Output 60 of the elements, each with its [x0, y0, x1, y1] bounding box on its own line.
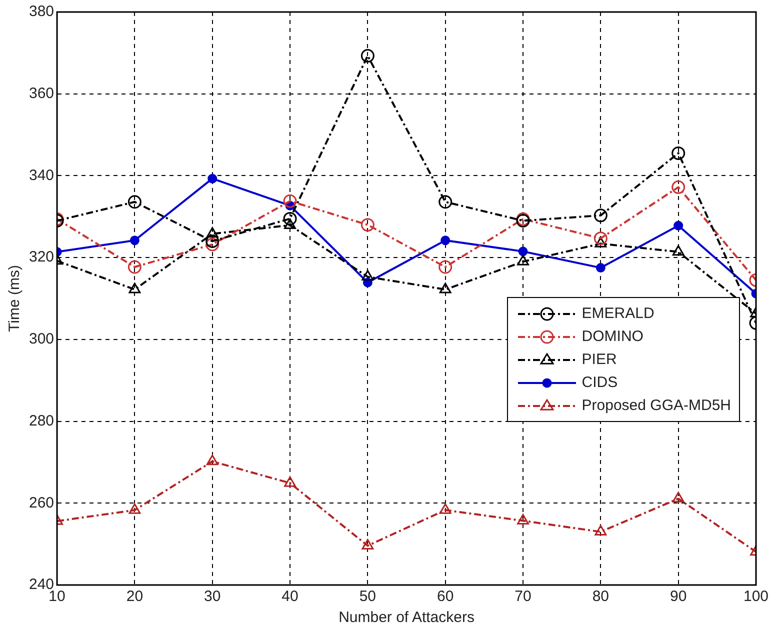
point: [672, 245, 684, 256]
point: [206, 454, 218, 466]
point: [283, 212, 297, 226]
y-tick-label: 280: [28, 412, 54, 430]
x-tick-label: 60: [437, 588, 454, 606]
x-tick-label: 50: [359, 588, 376, 606]
point: [206, 238, 220, 252]
x-axis-title: Number of Attackers: [338, 609, 474, 626]
y-tick-label: 260: [28, 494, 54, 512]
point: [284, 476, 296, 487]
x-tick-label: 10: [48, 588, 66, 606]
point: [674, 220, 684, 230]
point: [594, 236, 607, 248]
legend-label: PIER: [582, 351, 617, 368]
point: [362, 270, 374, 281]
point: [439, 503, 452, 514]
point: [594, 525, 607, 536]
point: [517, 514, 529, 524]
point: [206, 234, 220, 248]
y-tick-label: 360: [28, 85, 54, 102]
y-tick-label: 320: [28, 248, 54, 266]
point: [128, 503, 141, 514]
x-tick-label: 70: [514, 588, 532, 606]
point: [594, 208, 608, 222]
x-tick-label: 90: [670, 588, 687, 606]
legend-label: EMERALD: [582, 305, 654, 322]
point: [284, 218, 296, 229]
point: [439, 282, 452, 294]
point: [438, 195, 452, 209]
x-tick-label: 100: [743, 588, 769, 606]
point: [438, 260, 452, 274]
x-tick-label: 30: [204, 588, 221, 606]
point: [672, 180, 686, 194]
y-tick-label: 380: [28, 3, 54, 20]
x-tick-label: 40: [282, 588, 298, 606]
point: [517, 254, 529, 266]
point: [206, 227, 218, 238]
point: [128, 260, 142, 274]
y-axis-title: Time (ms): [6, 265, 24, 332]
point: [130, 236, 140, 246]
point: [362, 538, 374, 550]
legend-label: DOMINO: [582, 328, 644, 345]
point: [672, 492, 684, 502]
point: [596, 263, 606, 273]
y-tick-label: 340: [28, 166, 54, 184]
point: [440, 236, 450, 246]
point: [208, 174, 218, 184]
y-tick-label: 300: [28, 330, 54, 348]
x-tick-label: 20: [126, 588, 144, 606]
point: [283, 194, 297, 208]
point: [672, 146, 686, 160]
x-tick-label: 80: [592, 588, 610, 606]
point: [518, 246, 528, 256]
legend-label: Proposed GGA-MD5H: [582, 397, 731, 414]
legend-label: CIDS: [582, 374, 618, 391]
point: [128, 195, 142, 209]
point: [128, 282, 141, 294]
point: [594, 232, 608, 246]
point: [360, 218, 374, 232]
point: [360, 49, 374, 63]
